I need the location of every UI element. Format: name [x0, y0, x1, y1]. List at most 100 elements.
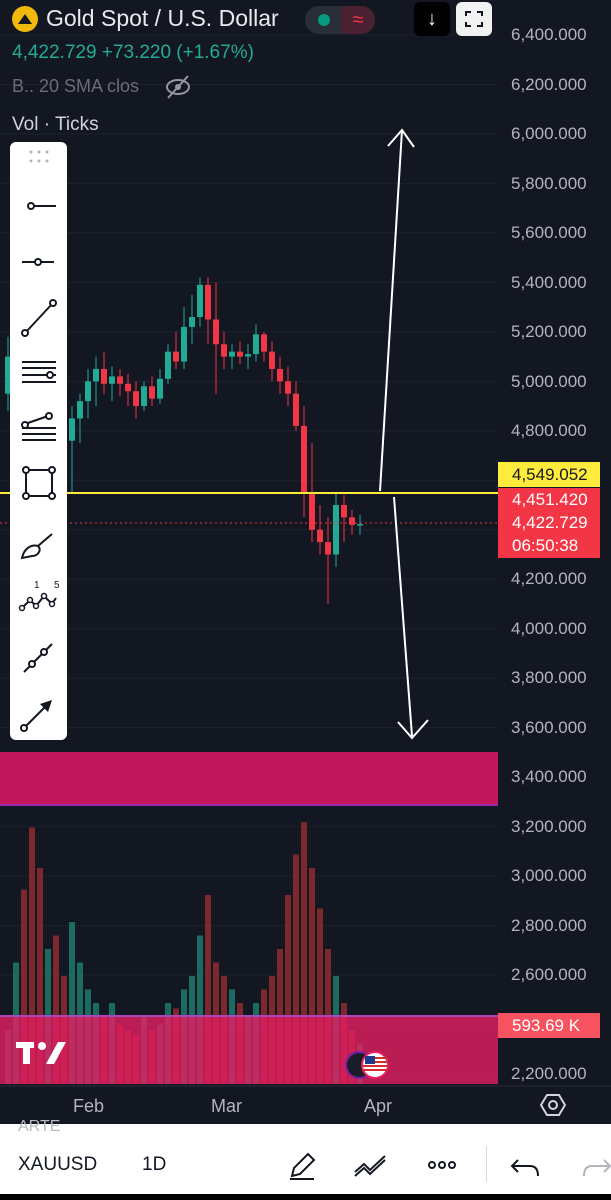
parallel-channel-icon[interactable] — [16, 350, 60, 394]
candlestick — [269, 341, 275, 382]
rectangle-icon[interactable] — [16, 462, 60, 506]
candlestick — [213, 282, 219, 394]
high-price-value: 4,451.420 — [512, 490, 588, 509]
volume-bar — [69, 922, 75, 1084]
candlestick — [261, 331, 267, 362]
volume-legend[interactable]: Vol · Ticks — [12, 114, 99, 135]
drawing-toolbar: 1 5 — [10, 142, 67, 740]
candlestick — [85, 368, 91, 419]
candlestick — [69, 406, 75, 493]
symbol-title[interactable]: Gold Spot / U.S. Dollar — [46, 5, 279, 31]
down-arrow-drawing[interactable] — [393, 496, 429, 740]
undo-icon[interactable] — [508, 1148, 544, 1182]
candlestick — [341, 495, 347, 543]
more-icon[interactable] — [424, 1148, 460, 1182]
candlestick — [189, 294, 195, 345]
price-axis-label: 6,400.000 — [511, 25, 587, 44]
time-axis-label: Apr — [364, 1096, 393, 1116]
elliott-wave-icon[interactable]: 1 5 — [16, 578, 60, 622]
volume-bar — [197, 935, 203, 1084]
last-price-tag[interactable]: 4,451.420 4,422.729 06:50:38 — [498, 488, 600, 558]
candlestick — [301, 406, 307, 518]
candlestick — [253, 324, 259, 362]
horizontal-ray-icon[interactable] — [16, 184, 60, 228]
candlestick — [317, 505, 323, 555]
candlestick — [141, 381, 147, 412]
candlestick — [101, 351, 107, 394]
magenta-zone-lower[interactable] — [0, 1016, 498, 1084]
candlestick — [285, 366, 291, 407]
price-axis-label: 2,600.000 — [511, 965, 587, 984]
candlestick — [245, 344, 251, 369]
volume-bar — [309, 868, 315, 1084]
candlestick — [357, 514, 363, 535]
volume-bar — [29, 827, 35, 1084]
redo-icon[interactable] — [578, 1148, 611, 1182]
candlestick — [77, 393, 83, 444]
candlestick — [173, 331, 179, 369]
volume-bar — [293, 854, 299, 1084]
candlestick — [157, 368, 163, 404]
fullscreen-button[interactable] — [456, 2, 492, 36]
candlestick — [349, 509, 355, 535]
drag-grip-icon[interactable] — [29, 150, 49, 164]
last-price-value: 4,422.729 — [512, 513, 588, 532]
magenta-zone-upper[interactable] — [0, 752, 498, 806]
price-axis-label: 5,000.000 — [511, 372, 587, 391]
volume-value-tag: 593.69 K — [498, 1013, 600, 1038]
download-button[interactable]: ↓ — [414, 2, 450, 36]
volume-bar — [37, 868, 43, 1084]
candlestick — [229, 344, 235, 369]
price-axis-label: 6,000.000 — [511, 124, 587, 143]
volume-bar — [301, 822, 307, 1084]
candlestick — [293, 381, 299, 431]
toolbar-separator — [486, 1146, 487, 1182]
candlestick — [197, 277, 203, 327]
up-arrow-drawing[interactable] — [379, 128, 415, 492]
candlestick — [149, 376, 155, 407]
us-flag-event-icon[interactable] — [343, 1050, 395, 1080]
candlestick — [109, 366, 115, 402]
volume-bar — [53, 935, 59, 1084]
partial-clipped-text: ARTE — [18, 1118, 61, 1135]
candlestick — [165, 344, 171, 384]
candlestick — [181, 307, 187, 369]
wave-label-1: 1 — [34, 580, 40, 591]
countdown-value: 06:50:38 — [512, 536, 579, 555]
gold-symbol-logo-icon[interactable] — [12, 6, 38, 32]
volume-bar — [205, 895, 211, 1084]
green-dot-icon — [318, 14, 330, 26]
market-status-pill[interactable]: ≈ — [305, 6, 375, 34]
price-axis-label: 5,400.000 — [511, 273, 587, 292]
interval-button[interactable]: 1D — [142, 1154, 167, 1175]
symbol-button[interactable]: XAUUSD — [18, 1154, 98, 1175]
candlestick — [5, 336, 11, 412]
hide-eye-icon[interactable] — [164, 74, 192, 100]
chart-style-icon[interactable] — [352, 1148, 388, 1182]
horizontal-line-icon[interactable] — [16, 240, 60, 284]
price-axis-label: 5,200.000 — [511, 322, 587, 341]
volume-bar — [285, 895, 291, 1084]
candlestick — [117, 368, 123, 397]
volume-bar — [21, 889, 27, 1084]
bottom-edge-strip — [0, 1194, 611, 1200]
candlestick — [277, 356, 283, 394]
price-axis-label: 2,200.000 — [511, 1064, 587, 1083]
horizontal-line-price-tag[interactable]: 4,549.052 — [498, 462, 600, 487]
fib-retracement-icon[interactable] — [16, 406, 60, 450]
indicator-legend[interactable]: B.. 20 SMA clos — [12, 76, 140, 96]
tradingview-logo-icon[interactable] — [14, 1038, 68, 1068]
trend-line-icon[interactable] — [16, 296, 60, 340]
candlestick — [333, 492, 339, 567]
draw-icon[interactable] — [284, 1148, 320, 1182]
arrow-icon[interactable] — [16, 692, 60, 736]
brush-icon[interactable] — [16, 522, 60, 566]
wave-label-5: 5 — [54, 580, 60, 591]
settings-hexagon-icon[interactable] — [540, 1092, 566, 1118]
time-axis-label: Feb — [73, 1096, 105, 1116]
price-axis-label: 4,000.000 — [511, 619, 587, 638]
volume-bar — [317, 908, 323, 1084]
price-axis-label: 3,800.000 — [511, 668, 587, 687]
path-icon[interactable] — [16, 636, 60, 680]
